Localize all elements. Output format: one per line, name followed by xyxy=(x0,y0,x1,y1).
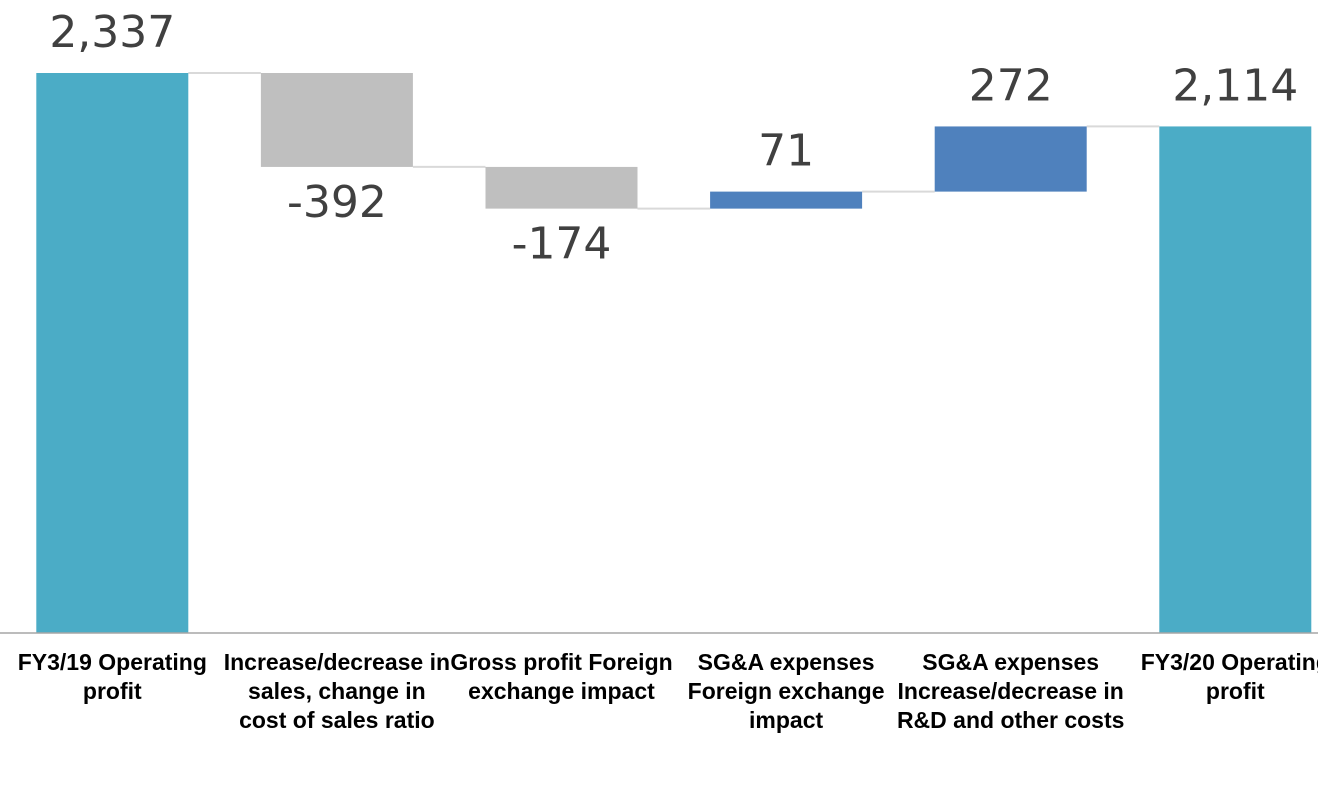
value-label: 71 xyxy=(758,126,814,177)
category-label: SG&A expenses Foreign exchange impact xyxy=(687,649,885,733)
bar xyxy=(1159,126,1312,633)
value-label: -392 xyxy=(287,177,387,228)
bar xyxy=(36,73,189,633)
bar xyxy=(934,126,1087,192)
category-label: SG&A expenses Increase/decrease in R&D a… xyxy=(896,649,1125,733)
value-label: 2,114 xyxy=(1172,60,1298,111)
bar xyxy=(485,166,638,209)
bar xyxy=(710,191,863,209)
category-label: FY3/19 Operating profit xyxy=(17,649,207,704)
category-label: Gross profit Foreign exchange impact xyxy=(450,649,673,704)
value-label: 272 xyxy=(969,60,1053,111)
value-label: 2,337 xyxy=(49,7,175,58)
value-label: -174 xyxy=(512,219,612,270)
category-label: Increase/decrease in sales, change in co… xyxy=(223,649,451,733)
bar xyxy=(260,73,413,167)
category-label: FY3/20 Operating profit xyxy=(1140,649,1318,704)
